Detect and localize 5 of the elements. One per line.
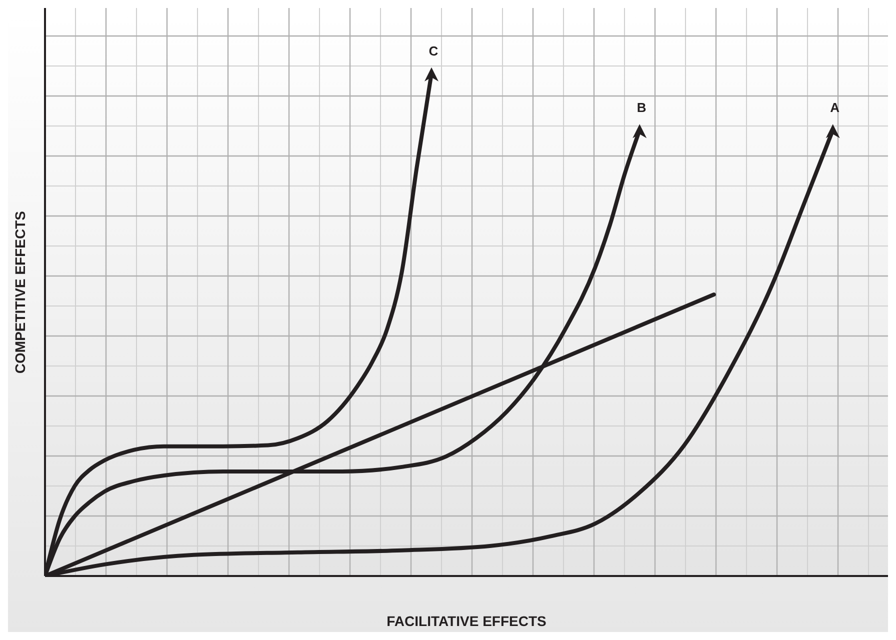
series-label: B — [636, 100, 646, 116]
series-label: C — [428, 43, 439, 58]
series-label: A — [830, 100, 840, 116]
x-axis-title: FACILITATIVE EFFECTS — [386, 613, 546, 629]
y-axis-title: COMPETITIVE EFFECTS — [12, 210, 28, 374]
